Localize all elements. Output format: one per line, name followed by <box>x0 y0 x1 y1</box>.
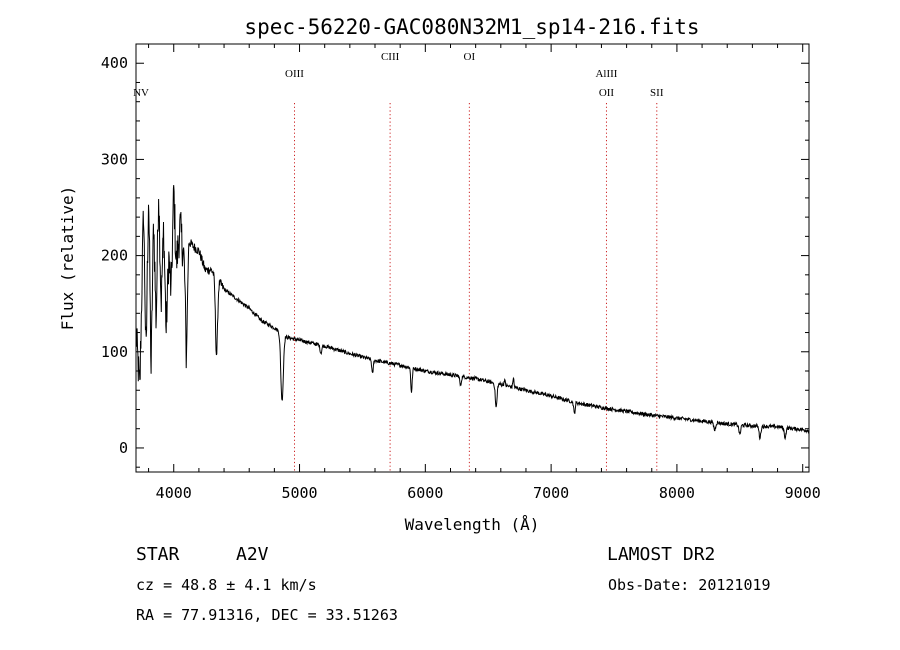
plot-frame <box>135 43 810 473</box>
spectral-line-label: OII <box>599 87 615 99</box>
chart-title: spec-56220-GAC080N32M1_sp14-216.fits <box>244 15 699 39</box>
y-tick-label: 200 <box>101 247 128 265</box>
spectral-line-label: OI <box>464 51 476 63</box>
y-tick-label: 0 <box>119 439 128 457</box>
spectral-line-label: SII <box>650 87 664 99</box>
spectral-lines-layer: NV OIII CIII OI AlIII OII SII <box>133 51 664 472</box>
coords-text: RA = 77.91316, DEC = 33.51263 <box>136 606 398 624</box>
axis-ticks-layer: 4000 5000 6000 7000 8000 9000 0 100 200 300 400 <box>101 43 821 502</box>
object-type-text: STAR <box>136 544 180 565</box>
x-tick-label: 5000 <box>281 484 317 502</box>
x-tick-label: 7000 <box>533 484 569 502</box>
x-axis-label: Wavelength (Å) <box>405 515 540 534</box>
spectral-line-label: NV <box>133 87 149 99</box>
x-tick-label: 9000 <box>785 484 821 502</box>
spectral-line-label: CIII <box>381 51 400 63</box>
y-tick-label: 100 <box>101 343 128 361</box>
subclass-text: A2V <box>236 544 269 565</box>
y-tick-label: 400 <box>101 54 128 72</box>
cz-text: cz = 48.8 ± 4.1 km/s <box>136 576 317 594</box>
x-tick-label: 8000 <box>659 484 695 502</box>
spectral-line-label: OIII <box>285 68 304 80</box>
survey-text: LAMOST DR2 <box>607 544 715 565</box>
y-tick-label: 300 <box>101 150 128 168</box>
x-tick-label: 6000 <box>407 484 443 502</box>
x-tick-label: 4000 <box>156 484 192 502</box>
obs-date-text: Obs-Date: 20121019 <box>608 576 771 594</box>
y-axis-label: Flux (relative) <box>58 186 77 331</box>
spectrum-line <box>135 185 810 441</box>
spectral-line-label: AlIII <box>595 68 617 80</box>
